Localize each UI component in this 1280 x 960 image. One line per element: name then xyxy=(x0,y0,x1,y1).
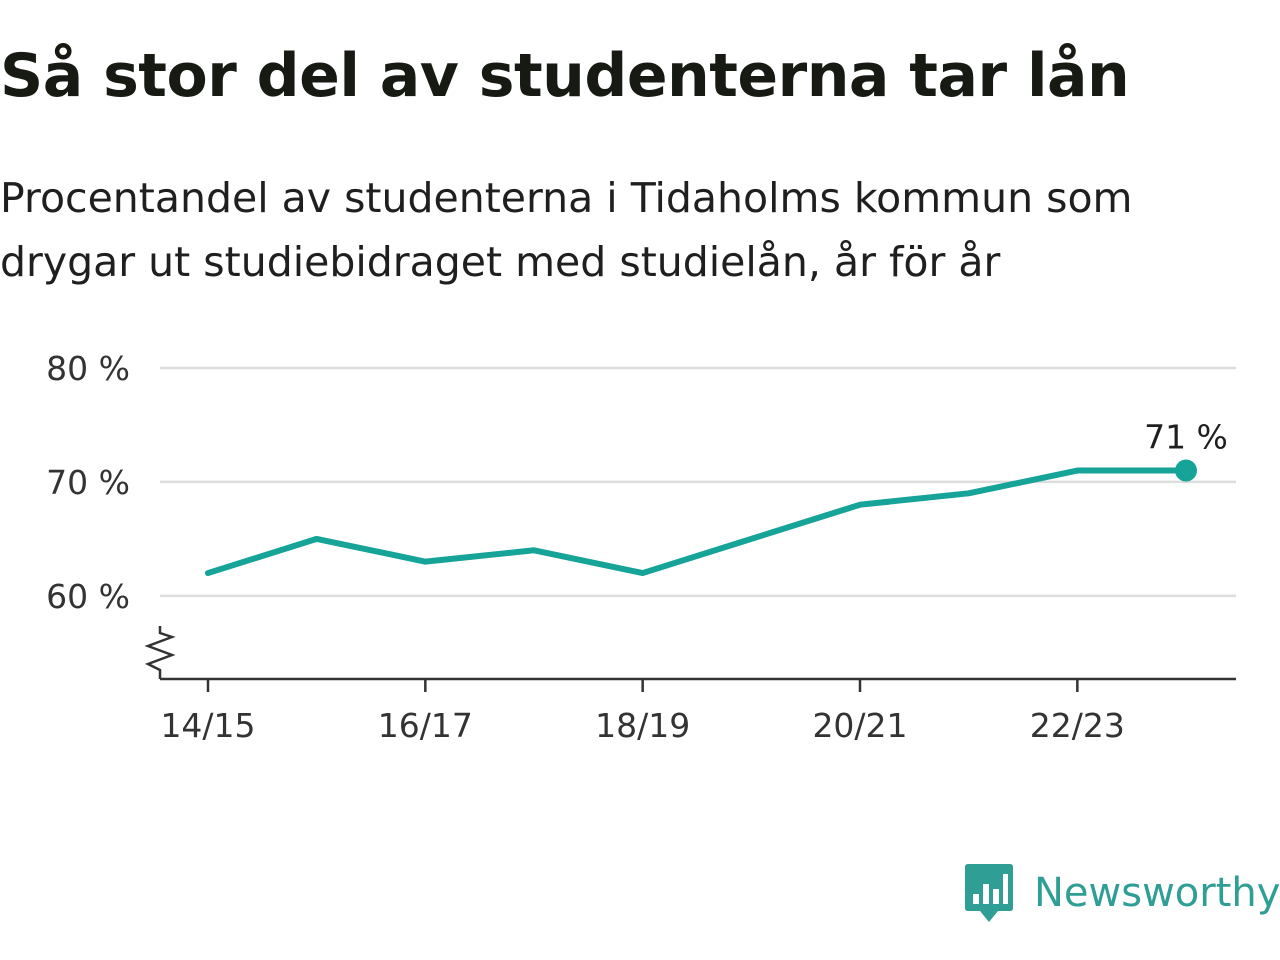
x-axis-ticks: 14/15 16/17 18/19 20/21 22/23 xyxy=(160,679,1125,745)
chart-title: Så stor del av studenterna tar lån xyxy=(0,41,1130,111)
x-axis xyxy=(144,626,1236,681)
y-tick-label: 60 % xyxy=(46,577,130,616)
y-tick-label: 80 % xyxy=(46,349,130,388)
x-tick-label: 14/15 xyxy=(160,706,255,745)
x-tick-label: 16/17 xyxy=(378,706,473,745)
axis-break-icon xyxy=(144,626,176,679)
x-tick-label: 18/19 xyxy=(595,706,690,745)
y-axis-ticks: 60 % 70 % 80 % xyxy=(46,349,130,616)
x-tick-label: 22/23 xyxy=(1030,706,1125,745)
end-marker-group: 71 % xyxy=(1144,418,1228,482)
gridlines xyxy=(160,366,1236,598)
newsworthy-logo[interactable]: Newsworthy xyxy=(964,862,1280,924)
newsworthy-logo-icon xyxy=(965,864,1013,922)
series-line xyxy=(205,467,1189,577)
chart-subtitle: Procentandel av studenterna i Tidaholms … xyxy=(0,174,1133,286)
y-tick-label: 70 % xyxy=(46,463,130,502)
series xyxy=(205,467,1189,577)
end-value-label: 71 % xyxy=(1144,418,1228,457)
brand-name: Newsworthy xyxy=(1034,870,1280,916)
x-tick-label: 20/21 xyxy=(812,706,907,745)
end-point-marker xyxy=(1175,459,1197,482)
